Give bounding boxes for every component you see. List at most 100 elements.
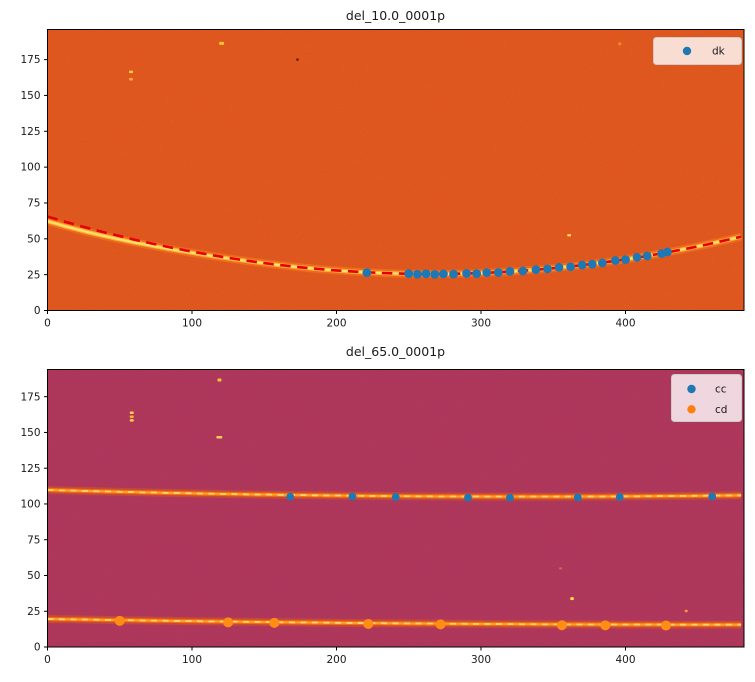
- y-tick-label: 150: [20, 90, 40, 102]
- cd-point: [660, 620, 671, 631]
- dk-point: [482, 268, 492, 278]
- cc-point: [506, 493, 514, 502]
- hot-pixel-artifact: [129, 419, 134, 422]
- hot-pixel-artifact: [567, 233, 572, 237]
- dk-point: [597, 258, 607, 268]
- y-tick-label: 50: [27, 233, 40, 245]
- cd-point: [435, 619, 446, 630]
- hot-pixel-artifact: [570, 597, 574, 601]
- y-tick-label: 25: [27, 269, 40, 281]
- chart-1: 0 100 200 300 400 0 25 50 75 100 125 150 175 dk: [20, 29, 745, 330]
- dk-point: [430, 269, 440, 279]
- dk-point: [663, 247, 672, 257]
- cd-point: [556, 620, 567, 631]
- cc-point: [348, 492, 357, 501]
- hot-pixel-artifact: [129, 77, 134, 81]
- image-noise-speckles: [47, 369, 744, 647]
- legend-label-cc: cc: [715, 384, 727, 396]
- dk-point: [543, 264, 552, 274]
- x-tick-label: 400: [615, 654, 635, 666]
- hot-pixel-artifact: [296, 58, 299, 61]
- hot-pixel-artifact: [618, 42, 622, 46]
- y-tick-label: 75: [27, 534, 40, 546]
- dk-point: [531, 265, 541, 275]
- hot-pixel-artifact: [216, 436, 223, 439]
- legend-marker-cc: [687, 384, 696, 394]
- x-tick-label: 300: [471, 654, 491, 666]
- dk-point: [554, 262, 564, 272]
- y-tick-label: 100: [20, 499, 40, 511]
- dk-point: [462, 268, 471, 278]
- dk-point: [587, 259, 597, 269]
- hot-pixel-artifact: [129, 70, 134, 74]
- x-tick-label: 200: [326, 654, 346, 666]
- plot-area-content: [47, 378, 742, 631]
- cd-point: [223, 617, 234, 628]
- cc-point: [391, 493, 400, 501]
- dk-point: [449, 269, 458, 279]
- cc-point: [615, 493, 624, 501]
- x-tick-label: 100: [182, 654, 202, 666]
- dk-point: [421, 269, 431, 279]
- dk-point: [518, 266, 528, 276]
- legend-label-dk: dk: [712, 46, 726, 58]
- cc-point: [573, 493, 582, 502]
- dk-point: [632, 252, 642, 262]
- dk-point: [413, 269, 422, 279]
- legend-box: [653, 37, 742, 65]
- dk-point: [505, 266, 515, 276]
- dk-point: [610, 256, 620, 265]
- dk-point: [642, 251, 652, 261]
- hot-pixel-artifact: [129, 415, 134, 418]
- hot-pixel-artifact: [684, 609, 688, 613]
- y-tick-label: 175: [20, 54, 40, 66]
- x-tick-label: 0: [44, 318, 51, 330]
- hot-pixel-artifact: [558, 567, 562, 570]
- y-tick-label: 0: [34, 642, 41, 654]
- y-tick-label: 25: [27, 606, 40, 618]
- plot-area-content: [47, 41, 743, 279]
- dk-point: [577, 260, 587, 270]
- hot-pixel-artifact: [217, 378, 222, 382]
- cd-point: [269, 617, 280, 628]
- chart2-title: del_65.0_0001p: [345, 344, 446, 359]
- hot-pixel-artifact: [129, 411, 134, 414]
- legend-marker-cd: [687, 405, 696, 414]
- cd-point: [600, 620, 611, 631]
- x-tick-label: 400: [615, 318, 635, 330]
- cc-point: [708, 492, 717, 501]
- chart-2: 0 100 200 300 400 0 25 50 75 100 125 150 175 cc cd: [20, 369, 745, 666]
- cc-point: [286, 492, 295, 501]
- hot-pixel-artifact: [219, 41, 225, 45]
- cc-point: [464, 493, 472, 502]
- dk-point: [472, 269, 482, 279]
- y-tick-label: 0: [34, 305, 41, 317]
- chart1-title: del_10.0_0001p: [345, 8, 446, 23]
- y-tick-label: 175: [20, 391, 40, 403]
- x-tick-label: 100: [182, 318, 202, 330]
- y-tick-label: 150: [20, 427, 40, 439]
- legend-marker-dk: [682, 46, 692, 56]
- y-tick-label: 100: [20, 162, 40, 174]
- y-tick-label: 75: [27, 198, 40, 210]
- x-tick-label: 200: [326, 318, 346, 330]
- legend-box: [671, 374, 742, 422]
- dk-point: [362, 268, 372, 278]
- y-tick-label: 125: [20, 126, 40, 138]
- dashed-fit-overlay: [47, 618, 742, 626]
- axes-spines: [47, 29, 745, 311]
- dk-point: [566, 262, 575, 272]
- image-noise-speckles: [47, 29, 744, 311]
- x-tick-label: 0: [44, 654, 51, 666]
- y-tick-label: 125: [20, 463, 40, 475]
- x-tick-label: 300: [471, 318, 491, 330]
- cd-point: [114, 615, 125, 626]
- dk-point: [439, 269, 448, 279]
- dk-point: [404, 269, 414, 279]
- axes-spines: [47, 369, 745, 648]
- dk-point: [493, 268, 503, 277]
- legend-label-cd: cd: [715, 404, 727, 416]
- dk-point: [621, 255, 630, 265]
